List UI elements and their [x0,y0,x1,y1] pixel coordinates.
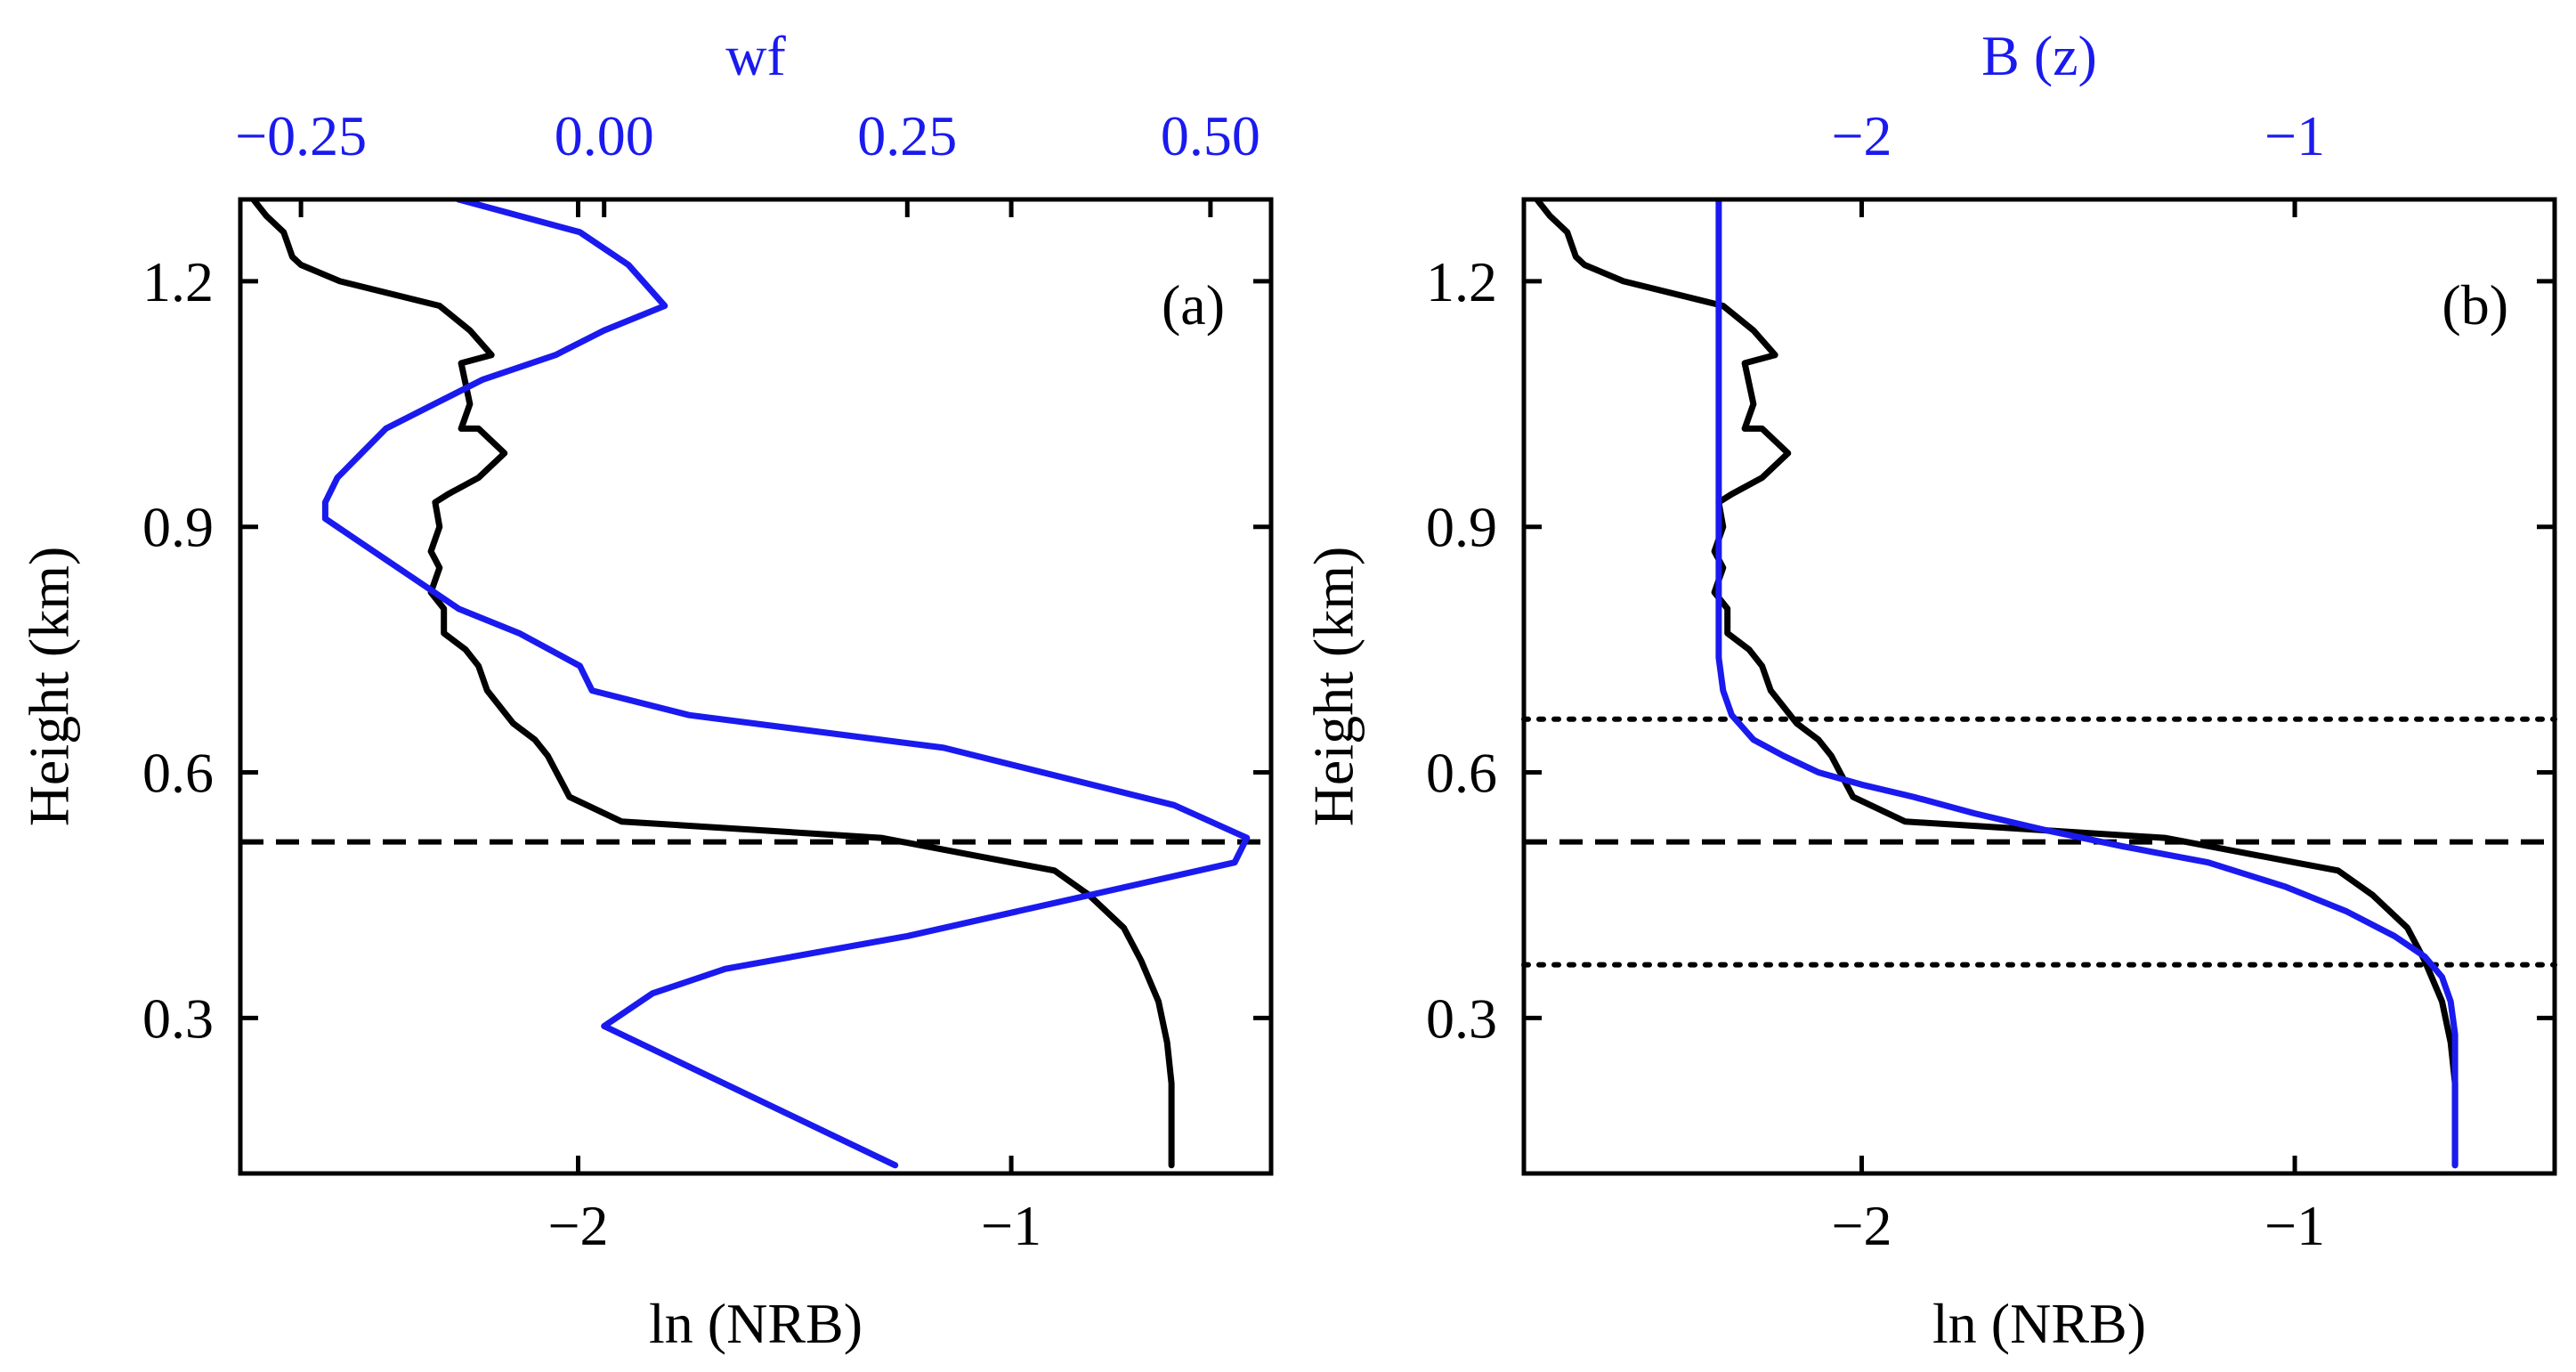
plot-frame [238,197,1274,1176]
series-group [1534,199,2459,1169]
series-line-black [1534,199,2459,1169]
x-tick-label: −1 [2264,1194,2325,1257]
y-tick-label: 0.9 [142,496,214,559]
series-group [250,199,1251,1169]
top-tick-label: 0.00 [555,104,654,167]
panel-label: (a) [1162,273,1225,337]
top-tick-label: −2 [1831,104,1891,167]
y-tick-label: 0.3 [1426,986,1497,1050]
y-axis-title: Height (km) [1302,547,1365,827]
y-tick-label: 1.2 [1426,250,1497,313]
top-tick-label: 0.50 [1161,104,1260,167]
series-line-blue [321,199,1251,1169]
top-tick-label: 0.25 [857,104,957,167]
series-line-black [250,199,1175,1169]
top-tick-label: −1 [2264,104,2325,167]
x-axis-title: ln (NRB) [1932,1292,2146,1355]
y-tick-label: 0.3 [142,986,214,1050]
y-tick-label: 0.6 [1426,742,1497,805]
plot-frame [1521,197,2557,1176]
top-tick-label: −0.25 [235,104,367,167]
panel-b: −2 −1 −2 −1 0.3 0.6 0.9 1.2 ln (NRB) B (z) Height … [1302,24,2557,1355]
panel-a: −2 −1 −0.25 0.00 0.25 0.50 0.3 0.6 0.9 1.2 ln (NRB… [18,24,1274,1355]
x-tick-label: −2 [547,1194,608,1257]
x-tick-label: −1 [981,1194,1041,1257]
y-tick-label: 1.2 [142,250,214,313]
top-axis-title: wf [725,24,786,87]
y-tick-label: 0.9 [1426,496,1497,559]
y-tick-label: 0.6 [142,742,214,805]
y-axis-title: Height (km) [18,547,81,827]
x-tick-label: −2 [1831,1194,1891,1257]
panel-label: (b) [2442,273,2508,337]
series-line-blue [1715,199,2459,1169]
x-axis-title: ln (NRB) [649,1292,863,1355]
top-axis-title: B (z) [1981,24,2097,87]
